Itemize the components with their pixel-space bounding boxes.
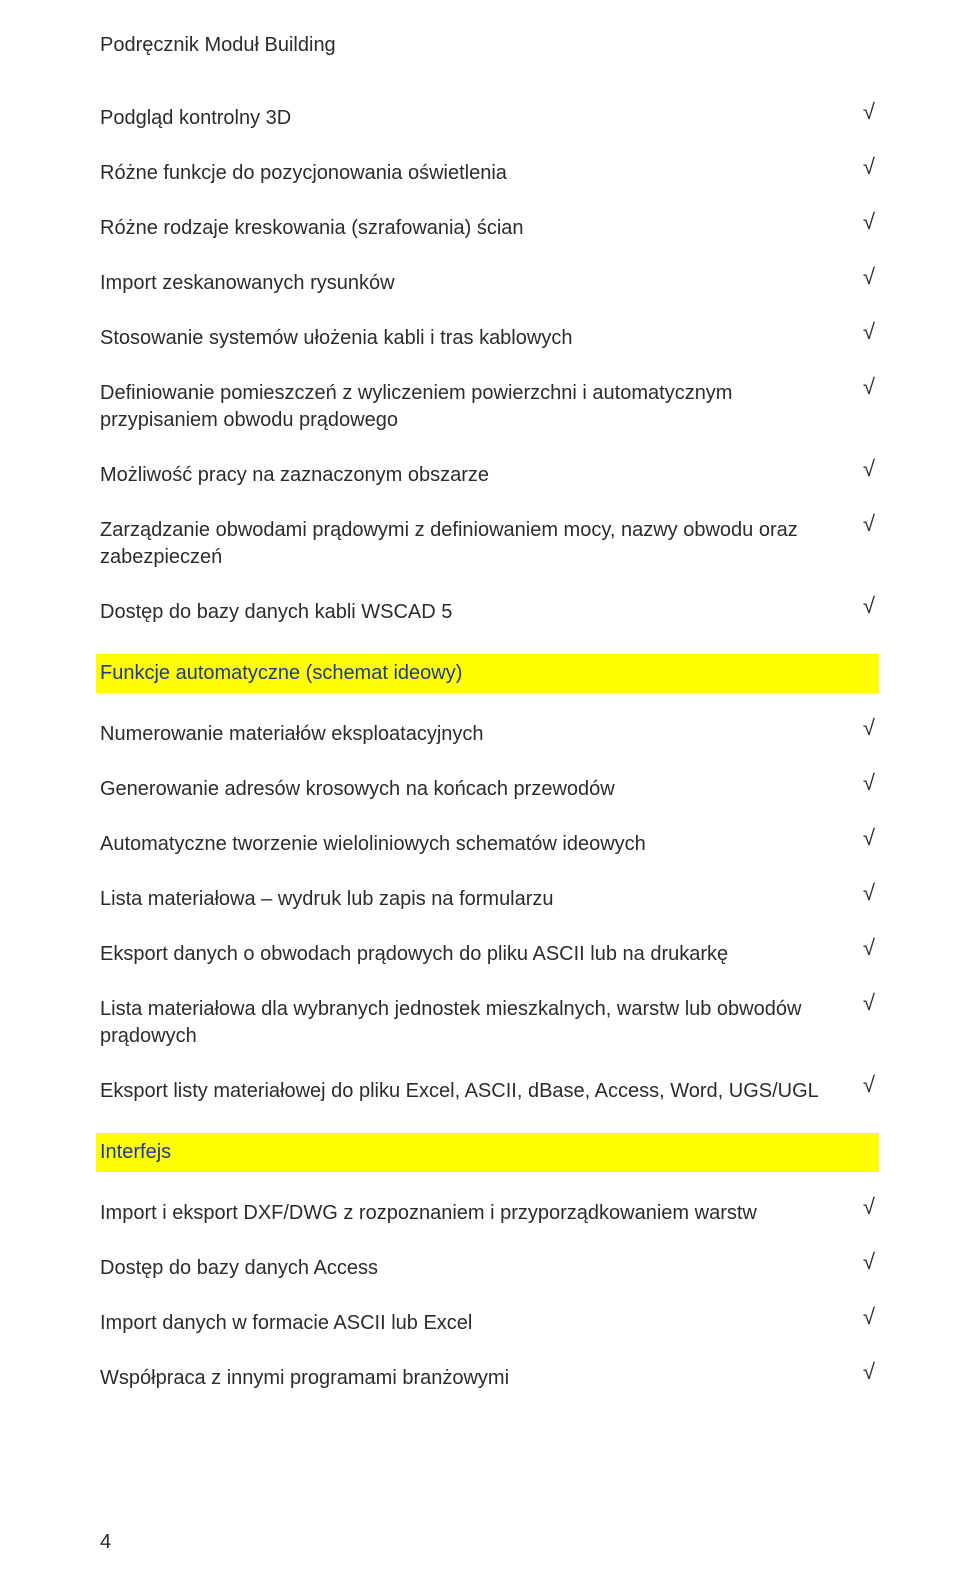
- checkmark-icon: √: [863, 595, 875, 617]
- feature-label: Lista materiałowa – wydruk lub zapis na …: [100, 886, 863, 913]
- checkmark-icon: √: [863, 882, 875, 904]
- checkmark-icon: √: [863, 156, 875, 178]
- checkmark-icon: √: [863, 458, 875, 480]
- feature-label: Dostęp do bazy danych Access: [100, 1255, 863, 1282]
- feature-row: Możliwość pracy na zaznaczonym obszarze√: [100, 462, 875, 489]
- checkmark-icon: √: [863, 321, 875, 343]
- feature-label: Import i eksport DXF/DWG z rozpoznaniem …: [100, 1200, 863, 1227]
- feature-label: Definiowanie pomieszczeń z wyliczeniem p…: [100, 380, 863, 434]
- feature-label: Zarządzanie obwodami prądowymi z definio…: [100, 517, 863, 571]
- checkmark-icon: √: [863, 992, 875, 1014]
- feature-label: Automatyczne tworzenie wieloliniowych sc…: [100, 831, 863, 858]
- checkmark-icon: √: [863, 1251, 875, 1273]
- feature-row: Zarządzanie obwodami prądowymi z definio…: [100, 517, 875, 571]
- feature-row: Numerowanie materiałów eksploatacyjnych√: [100, 721, 875, 748]
- section3-list: Import i eksport DXF/DWG z rozpoznaniem …: [100, 1200, 875, 1392]
- feature-label: Lista materiałowa dla wybranych jednoste…: [100, 996, 863, 1050]
- feature-row: Różne rodzaje kreskowania (szrafowania) …: [100, 215, 875, 242]
- page-header-title: Podręcznik Moduł Building: [100, 34, 875, 57]
- feature-row: Eksport listy materiałowej do pliku Exce…: [100, 1078, 875, 1105]
- checkmark-icon: √: [863, 1361, 875, 1383]
- checkmark-icon: √: [863, 1196, 875, 1218]
- feature-label: Eksport danych o obwodach prądowych do p…: [100, 941, 863, 968]
- feature-row: Lista materiałowa – wydruk lub zapis na …: [100, 886, 875, 913]
- checkmark-icon: √: [863, 211, 875, 233]
- feature-label: Eksport listy materiałowej do pliku Exce…: [100, 1078, 863, 1105]
- section1-list: Podgląd kontrolny 3D√Różne funkcje do po…: [100, 105, 875, 626]
- checkmark-icon: √: [863, 376, 875, 398]
- section2-header: Funkcje automatyczne (schemat ideowy): [96, 654, 879, 693]
- checkmark-icon: √: [863, 266, 875, 288]
- feature-row: Podgląd kontrolny 3D√: [100, 105, 875, 132]
- feature-row: Import danych w formacie ASCII lub Excel…: [100, 1310, 875, 1337]
- feature-row: Import i eksport DXF/DWG z rozpoznaniem …: [100, 1200, 875, 1227]
- feature-label: Numerowanie materiałów eksploatacyjnych: [100, 721, 863, 748]
- feature-label: Generowanie adresów krosowych na końcach…: [100, 776, 863, 803]
- feature-row: Automatyczne tworzenie wieloliniowych sc…: [100, 831, 875, 858]
- feature-label: Współpraca z innymi programami branżowym…: [100, 1365, 863, 1392]
- feature-label: Stosowanie systemów ułożenia kabli i tra…: [100, 325, 863, 352]
- checkmark-icon: √: [863, 1306, 875, 1328]
- section3-header: Interfejs: [96, 1133, 879, 1172]
- feature-label: Import danych w formacie ASCII lub Excel: [100, 1310, 863, 1337]
- feature-label: Różne rodzaje kreskowania (szrafowania) …: [100, 215, 863, 242]
- feature-row: Generowanie adresów krosowych na końcach…: [100, 776, 875, 803]
- checkmark-icon: √: [863, 513, 875, 535]
- feature-label: Import zeskanowanych rysunków: [100, 270, 863, 297]
- feature-row: Import zeskanowanych rysunków√: [100, 270, 875, 297]
- checkmark-icon: √: [863, 1074, 875, 1096]
- checkmark-icon: √: [863, 827, 875, 849]
- feature-label: Podgląd kontrolny 3D: [100, 105, 863, 132]
- feature-row: Różne funkcje do pozycjonowania oświetle…: [100, 160, 875, 187]
- feature-row: Współpraca z innymi programami branżowym…: [100, 1365, 875, 1392]
- feature-label: Możliwość pracy na zaznaczonym obszarze: [100, 462, 863, 489]
- feature-row: Definiowanie pomieszczeń z wyliczeniem p…: [100, 380, 875, 434]
- checkmark-icon: √: [863, 937, 875, 959]
- checkmark-icon: √: [863, 717, 875, 739]
- feature-row: Dostęp do bazy danych Access√: [100, 1255, 875, 1282]
- section2-list: Numerowanie materiałów eksploatacyjnych√…: [100, 721, 875, 1105]
- feature-label: Dostęp do bazy danych kabli WSCAD 5: [100, 599, 863, 626]
- checkmark-icon: √: [863, 101, 875, 123]
- checkmark-icon: √: [863, 772, 875, 794]
- page-number: 4: [100, 1531, 111, 1554]
- feature-row: Eksport danych o obwodach prądowych do p…: [100, 941, 875, 968]
- feature-row: Lista materiałowa dla wybranych jednoste…: [100, 996, 875, 1050]
- feature-label: Różne funkcje do pozycjonowania oświetle…: [100, 160, 863, 187]
- feature-row: Stosowanie systemów ułożenia kabli i tra…: [100, 325, 875, 352]
- feature-row: Dostęp do bazy danych kabli WSCAD 5√: [100, 599, 875, 626]
